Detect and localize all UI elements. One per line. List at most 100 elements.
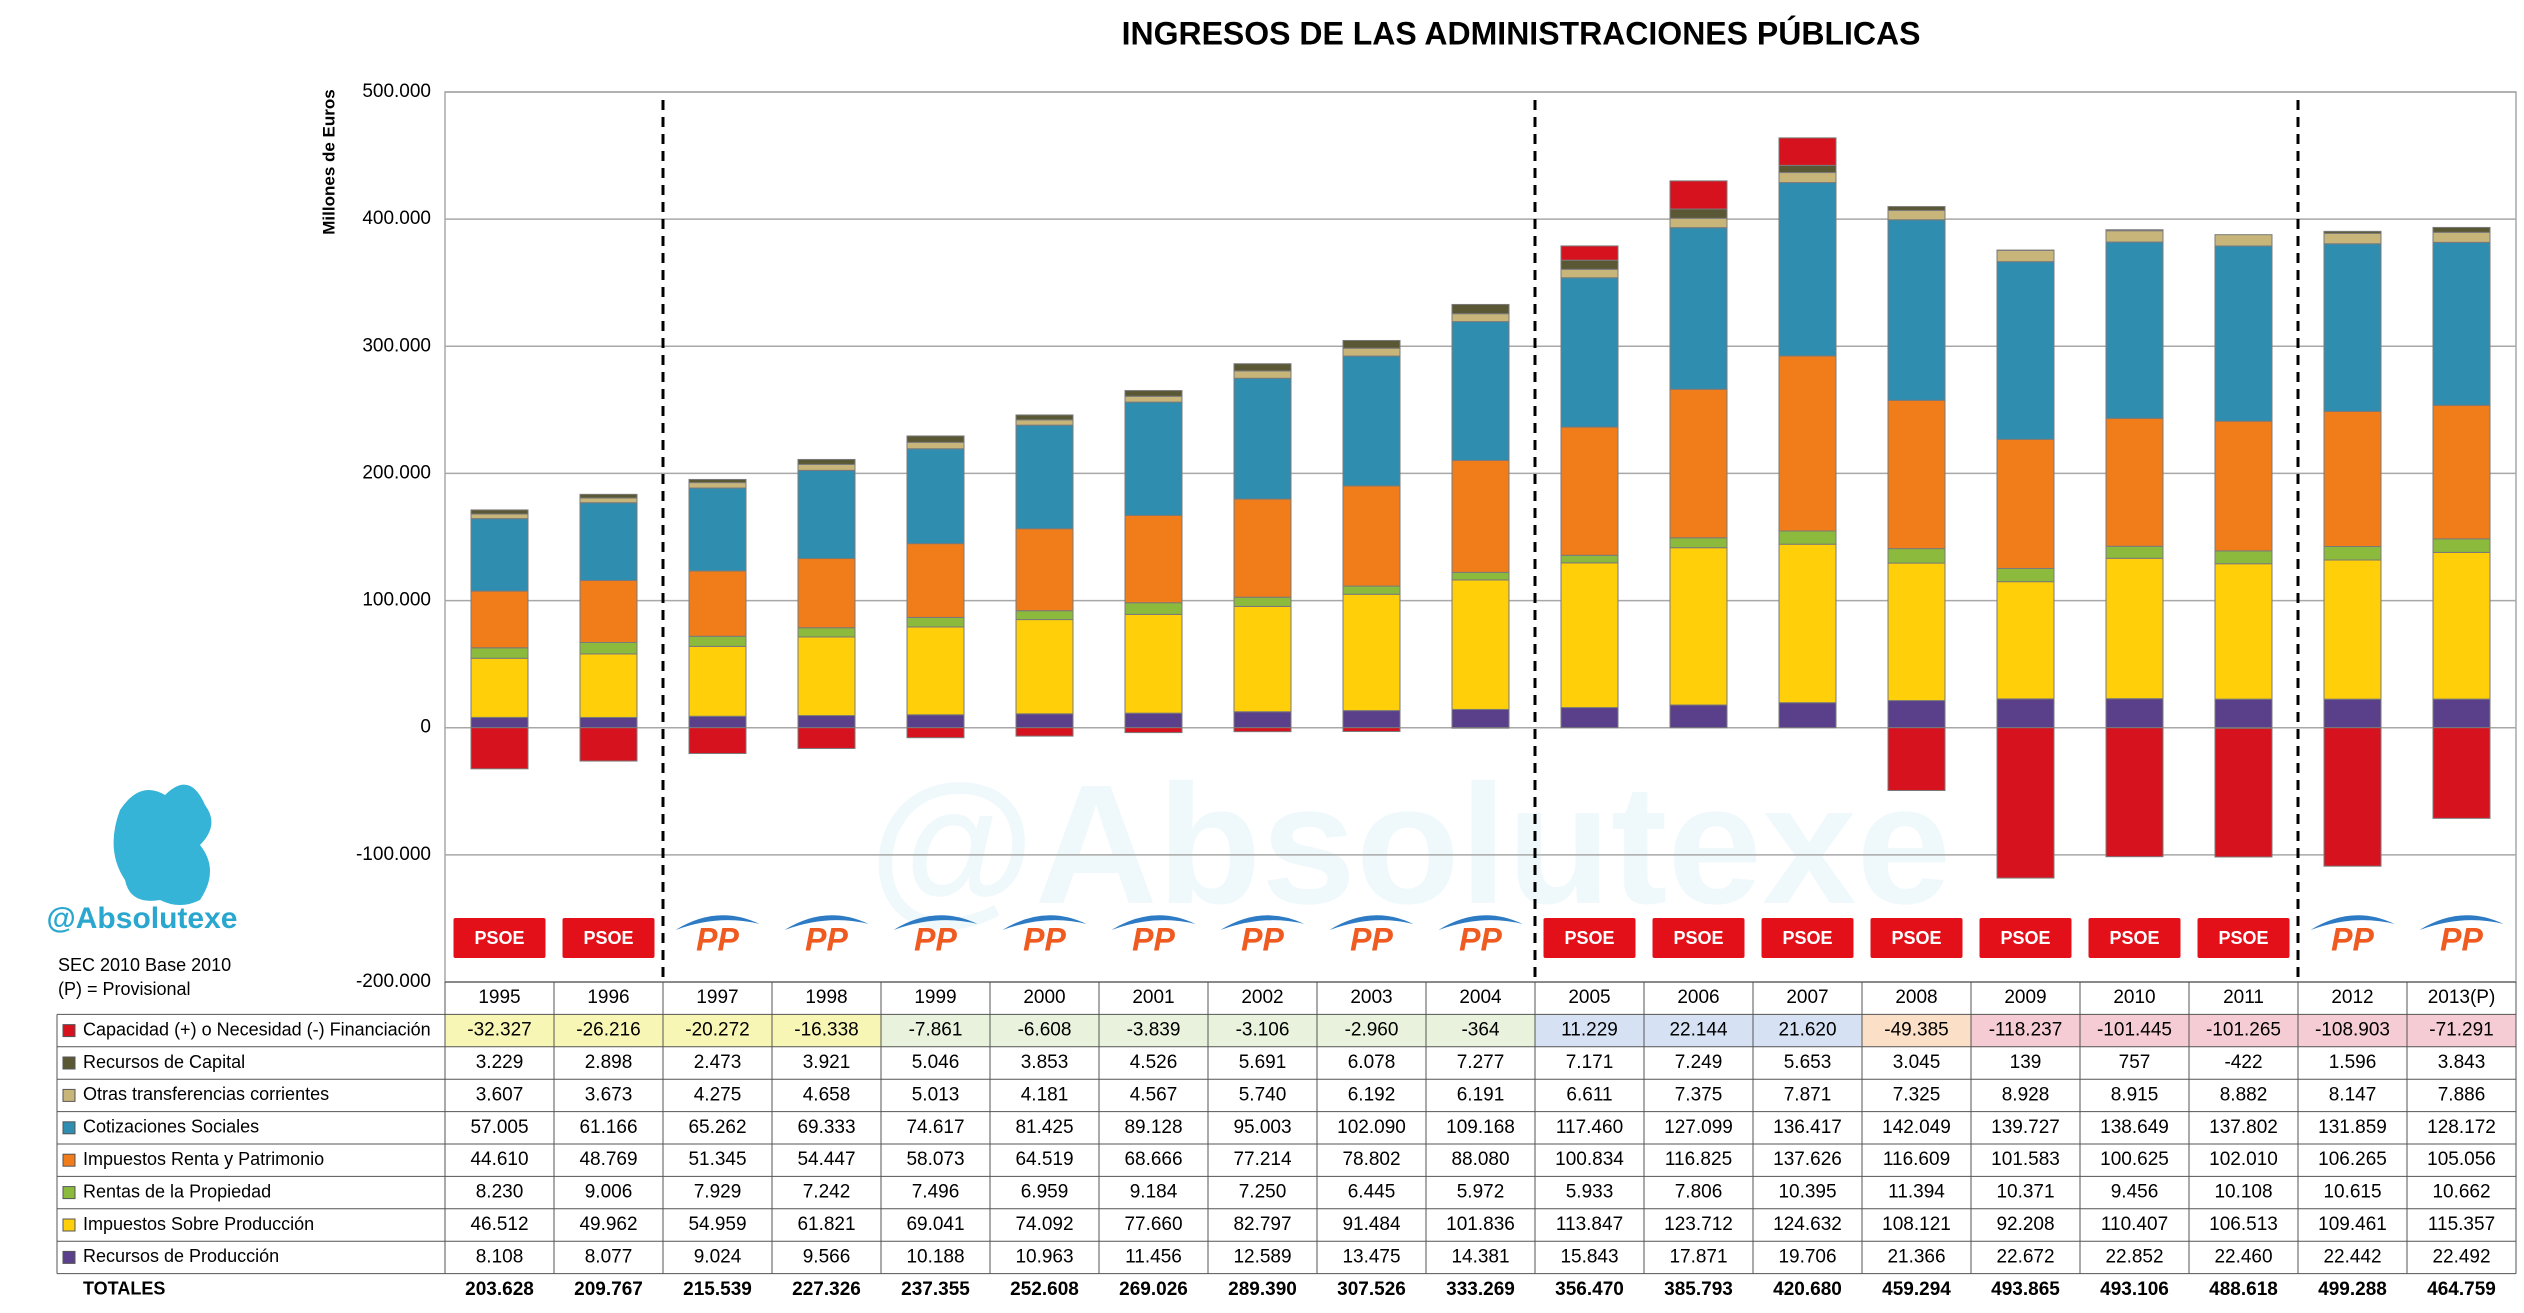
bar-segment: [471, 717, 528, 727]
table-cell: 6.959: [1021, 1182, 1069, 1203]
table-cell: 139: [2010, 1052, 2042, 1073]
table-cell: -71.291: [2429, 1020, 2493, 1041]
bar-segment: [1343, 586, 1400, 594]
bar-segment: [2433, 728, 2490, 819]
party-badge: PSOE: [1762, 918, 1854, 958]
party-label: PSOE: [2000, 928, 2050, 948]
bar-segment: [1234, 597, 1291, 606]
bar-segment: [2324, 244, 2381, 412]
table-cell: 102.090: [1337, 1117, 1406, 1138]
total-cell: 237.355: [901, 1279, 970, 1300]
table-cell: 137.802: [2209, 1117, 2278, 1138]
bar-segment: [907, 436, 964, 442]
bar-segment: [1452, 304, 1509, 313]
table-cell: 100.625: [2100, 1149, 2169, 1170]
bar-segment: [1125, 614, 1182, 713]
y-tick-label: 400.000: [362, 208, 431, 229]
brand-logo: [114, 785, 212, 905]
table-cell: 5.046: [912, 1052, 960, 1073]
table-cell: 11.229: [1561, 1020, 1618, 1041]
table-cell: 139.727: [1991, 1117, 2060, 1138]
party-badge: PSOE: [563, 918, 655, 958]
table-cell: -2.960: [1345, 1020, 1399, 1041]
bar-segment: [1452, 322, 1509, 461]
y-tick-label: -100.000: [356, 844, 431, 865]
bar-segment: [1452, 580, 1509, 709]
legend-swatch: [63, 1251, 75, 1263]
x-tick-label: 2000: [1023, 987, 1065, 1008]
bar-segment: [471, 514, 528, 519]
table-cell: 13.475: [1342, 1246, 1400, 1267]
x-tick-label: 1997: [696, 987, 738, 1008]
table-cell: 22.852: [2105, 1246, 2163, 1267]
table-cell: 88.080: [1451, 1149, 1509, 1170]
bar-segment: [1670, 228, 1727, 390]
table-cell: 113.847: [1556, 1214, 1623, 1235]
party-label: PP: [1350, 921, 1393, 957]
bar-segment: [2106, 728, 2163, 857]
bar-segment: [1125, 402, 1182, 515]
table-cell: 22.492: [2432, 1246, 2490, 1267]
bar-segment: [1125, 515, 1182, 602]
table-cell: 91.484: [1342, 1214, 1401, 1235]
table-cell: 12.589: [1233, 1246, 1291, 1267]
table-cell: 77.214: [1233, 1149, 1292, 1170]
bar-segment: [798, 470, 855, 558]
total-cell: 420.680: [1773, 1279, 1842, 1300]
table-cell: 10.188: [906, 1246, 964, 1267]
bar-segment: [471, 728, 528, 769]
total-cell: 488.618: [2209, 1279, 2278, 1300]
table-cell: 74.617: [906, 1117, 964, 1138]
table-cell: 6.191: [1457, 1084, 1505, 1105]
table-cell: 8.147: [2329, 1084, 2377, 1105]
table-cell: 7.871: [1784, 1084, 1832, 1105]
table-cell: 61.821: [797, 1214, 855, 1235]
chart-title: INGRESOS DE LAS ADMINISTRACIONES PÚBLICA…: [1122, 15, 1921, 51]
bar-segment: [1343, 356, 1400, 486]
table-cell: 9.566: [803, 1246, 851, 1267]
total-cell: 464.759: [2427, 1279, 2496, 1300]
table-cell: 15.843: [1560, 1246, 1618, 1267]
total-cell: 356.470: [1555, 1279, 1624, 1300]
table-cell: 1.596: [2329, 1052, 2377, 1073]
x-tick-label: 2010: [2113, 987, 2155, 1008]
bar-segment: [2433, 405, 2490, 539]
bar-segment: [907, 449, 964, 544]
party-label: PSOE: [1891, 928, 1941, 948]
table-cell: 6.078: [1348, 1052, 1396, 1073]
bar-segment: [689, 636, 746, 646]
x-tick-label: 2003: [1350, 987, 1392, 1008]
bar-segment: [689, 571, 746, 636]
bar-segment: [1343, 728, 1400, 732]
bar-segment: [471, 648, 528, 658]
bar-segment: [1561, 269, 1618, 277]
table-cell: 7.249: [1675, 1052, 1723, 1073]
griffin-icon: [114, 785, 212, 905]
bar-segment: [798, 559, 855, 628]
total-cell: 307.526: [1337, 1279, 1406, 1300]
legend-label: Otras transferencias corrientes: [83, 1084, 329, 1104]
bar-segment: [1670, 548, 1727, 705]
y-tick-label: 500.000: [362, 81, 431, 102]
bar-segment: [1670, 705, 1727, 728]
bar-segment: [1234, 606, 1291, 711]
table-cell: 108.121: [1882, 1214, 1951, 1235]
table-cell: 10.615: [2323, 1182, 2381, 1203]
bar-segment: [1016, 611, 1073, 620]
party-label: PSOE: [1673, 928, 1723, 948]
table-cell: 61.166: [579, 1117, 637, 1138]
x-tick-label: 2008: [1895, 987, 1937, 1008]
table-cell: 46.512: [470, 1214, 528, 1235]
x-tick-label: 1998: [805, 987, 847, 1008]
bar-segment: [1779, 356, 1836, 531]
table-cell: 9.456: [2111, 1182, 2159, 1203]
bar-segment: [2106, 230, 2163, 231]
total-cell: 493.106: [2100, 1279, 2169, 1300]
bar-segment: [689, 716, 746, 727]
bar-segment: [2324, 699, 2381, 728]
bar-segment: [1670, 389, 1727, 538]
total-cell: 209.767: [574, 1279, 643, 1300]
table-cell: 757: [2119, 1052, 2151, 1073]
bar-segment: [907, 544, 964, 618]
